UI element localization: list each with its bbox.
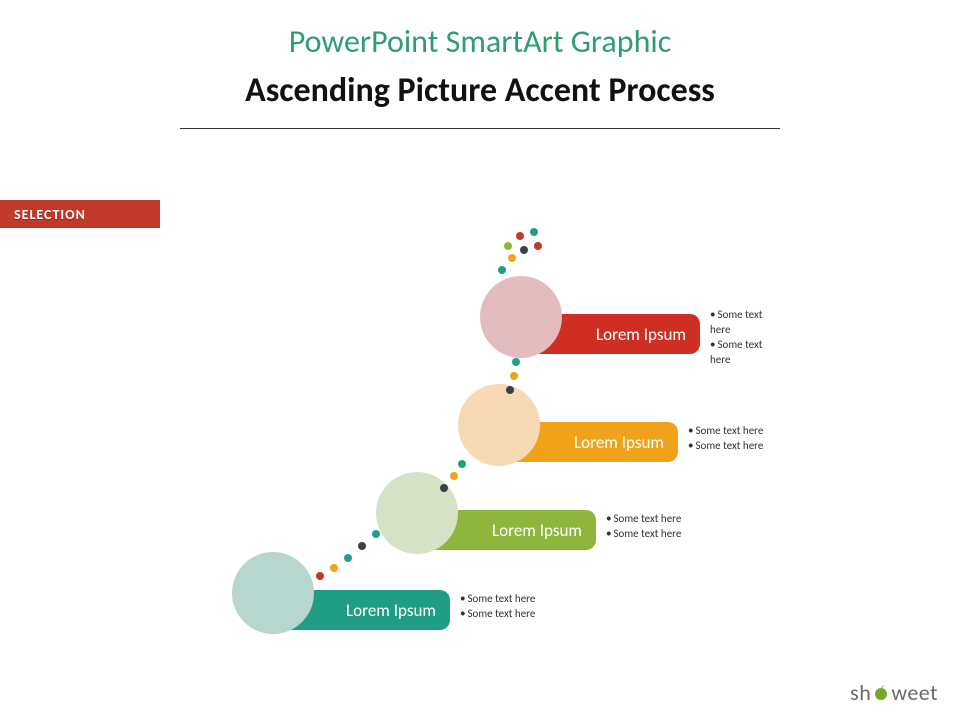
step-label-3: Lorem Ipsum: [574, 432, 664, 453]
bullet-text: Some text here: [710, 338, 782, 368]
trail-dot: [516, 232, 524, 240]
bullet-text: Some text here: [606, 527, 681, 542]
trail-dot: [440, 484, 448, 492]
trail-dot: [458, 460, 466, 468]
trail-dot: [506, 386, 514, 394]
trail-dot: [510, 372, 518, 380]
step-circle-1: [232, 552, 314, 634]
logo-accent-icon: [872, 680, 890, 707]
step-label-1: Lorem Ipsum: [346, 600, 436, 621]
step-label-4: Lorem Ipsum: [596, 324, 686, 345]
bullet-text: Some text here: [606, 512, 681, 527]
logo-accent-leaf: [881, 685, 884, 688]
trail-dot: [534, 242, 542, 250]
step-circle-3: [458, 384, 540, 466]
trail-dot: [512, 358, 520, 366]
step-bullets-4: Some text hereSome text here: [710, 308, 782, 367]
trail-dot: [344, 554, 352, 562]
bullet-text: Some text here: [688, 439, 763, 454]
step-label-2: Lorem Ipsum: [492, 520, 582, 541]
diagram-stage: Lorem Ipsum Lorem Ipsum Lorem Ipsum Lorem I…: [0, 0, 960, 720]
bullet-text: Some text here: [710, 308, 782, 338]
step-bullets-2: Some text hereSome text here: [606, 512, 681, 542]
trail-dot: [330, 564, 338, 572]
step-bullets-3: Some text hereSome text here: [688, 424, 763, 454]
trail-dot: [498, 266, 506, 274]
trail-dot: [450, 472, 458, 480]
trail-dot: [316, 572, 324, 580]
trail-dot: [372, 530, 380, 538]
trail-dot: [504, 242, 512, 250]
bullet-text: Some text here: [460, 607, 535, 622]
logo-post: weet: [891, 679, 938, 706]
logo-accent-circle: [875, 688, 887, 700]
bullet-text: Some text here: [460, 592, 535, 607]
step-circle-4: [480, 276, 562, 358]
logo-pre: sh: [850, 679, 871, 706]
trail-dot: [520, 246, 528, 254]
trail-dot: [508, 254, 516, 262]
brand-logo: sh weet: [850, 679, 938, 706]
trail-dot: [530, 228, 538, 236]
bullet-text: Some text here: [688, 424, 763, 439]
trail-dot: [358, 542, 366, 550]
step-bullets-1: Some text hereSome text here: [460, 592, 535, 622]
